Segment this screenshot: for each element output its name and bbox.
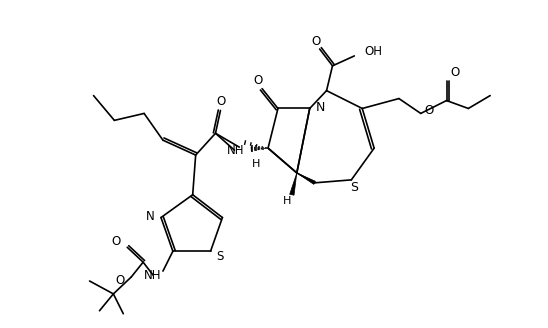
Polygon shape: [290, 173, 297, 195]
Text: N: N: [146, 210, 155, 223]
Polygon shape: [297, 173, 316, 184]
Text: H: H: [252, 159, 260, 169]
Text: OH: OH: [364, 46, 382, 58]
Text: O: O: [217, 95, 226, 108]
Text: O: O: [450, 66, 460, 79]
Text: O: O: [111, 235, 121, 248]
Text: H: H: [283, 196, 291, 206]
Text: N: N: [316, 101, 325, 114]
Text: O: O: [311, 34, 320, 48]
Text: NH: NH: [227, 144, 244, 156]
Text: O: O: [425, 104, 434, 117]
Text: O: O: [115, 274, 124, 287]
Text: S: S: [216, 250, 224, 263]
Text: S: S: [350, 181, 358, 194]
Text: NH: NH: [144, 269, 161, 281]
Text: O: O: [254, 74, 262, 87]
